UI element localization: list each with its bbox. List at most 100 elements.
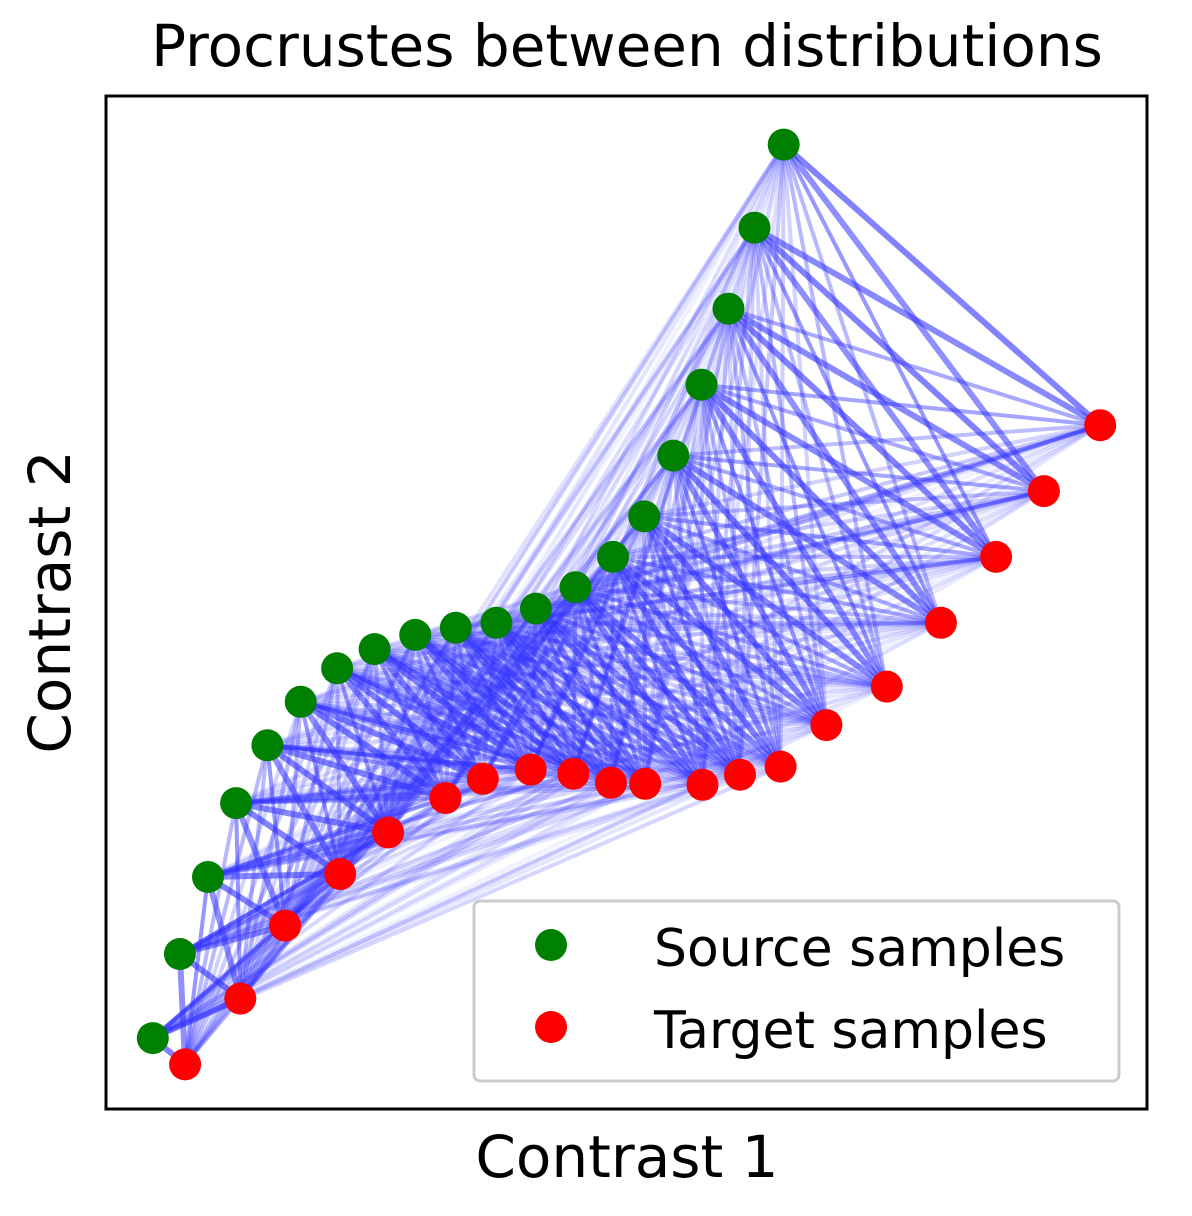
transport-line: [412, 632, 533, 772]
transport-line: [781, 144, 889, 687]
transport-line: [699, 384, 705, 785]
transport-lines: [150, 142, 1103, 1067]
transport-line: [238, 383, 704, 1000]
transport-line: [386, 627, 458, 834]
transport-line: [612, 423, 1101, 559]
transport-line: [151, 767, 532, 1040]
legend: Source samples Target samples: [472, 899, 1121, 1083]
transport-line: [752, 227, 889, 688]
data-points: [136, 128, 1117, 1081]
transport-line: [334, 666, 448, 800]
source-point: [284, 685, 317, 718]
transport-line: [698, 383, 890, 689]
transport-line: [753, 225, 1102, 428]
transport-line: [283, 383, 704, 927]
transport-line: [528, 556, 615, 771]
transport-line: [238, 701, 303, 999]
transport-line: [533, 608, 576, 775]
transport-line: [610, 555, 743, 777]
transport-line: [726, 307, 889, 688]
target-point: [629, 767, 662, 800]
transport-line: [534, 607, 613, 784]
transport-line: [373, 647, 704, 787]
transport-line: [179, 771, 575, 956]
transport-line: [671, 454, 783, 768]
transport-line: [283, 626, 458, 927]
transport-line: [443, 627, 458, 799]
transport-line: [238, 555, 615, 1000]
transport-line: [726, 308, 829, 726]
transport-line: [700, 227, 757, 785]
source-point: [712, 292, 745, 325]
transport-line: [335, 668, 343, 875]
transport-line: [238, 143, 786, 1000]
transport-line: [235, 800, 389, 836]
source-point: [597, 540, 629, 573]
source-point: [136, 1022, 169, 1055]
transport-line: [386, 307, 731, 834]
target-point: [980, 540, 1013, 573]
transport-line: [238, 648, 377, 1000]
transport-line: [183, 383, 704, 1066]
transport-line: [338, 226, 757, 876]
transport-line: [372, 648, 448, 799]
transport-line: [781, 142, 1047, 493]
transport-line: [386, 515, 646, 834]
transport-line: [283, 701, 303, 926]
transport-line: [573, 585, 783, 769]
target-point: [372, 816, 405, 849]
transport-line: [781, 143, 998, 558]
transport-line: [283, 621, 499, 927]
transport-line: [608, 144, 786, 784]
transport-line: [726, 306, 1046, 494]
target-point: [169, 1048, 202, 1081]
legend-marker-source: [535, 929, 567, 961]
transport-line: [574, 585, 828, 727]
legend-label-source: Source samples: [654, 919, 1065, 979]
source-point: [685, 368, 718, 401]
transport-line: [386, 226, 757, 834]
transport-line: [572, 585, 706, 787]
transport-line: [443, 607, 538, 799]
transport-line: [528, 143, 786, 771]
transport-line: [726, 308, 783, 767]
transport-line: [414, 633, 647, 786]
transport-line: [338, 648, 377, 875]
transport-line: [493, 621, 614, 785]
transport-line: [571, 587, 578, 774]
source-point: [358, 633, 391, 666]
source-point: [519, 592, 552, 625]
transport-line: [726, 307, 944, 625]
transport-line: [386, 454, 675, 834]
transport-line: [494, 622, 533, 771]
transport-line: [699, 384, 829, 726]
transport-line: [337, 666, 887, 689]
transport-line: [183, 515, 646, 1066]
chart-title: Procrustes between distributions: [151, 12, 1103, 80]
source-point: [559, 571, 592, 604]
transport-line: [611, 556, 648, 785]
source-point: [439, 611, 472, 644]
transport-line: [534, 606, 742, 778]
transport-line: [573, 586, 648, 785]
legend-label-target: Target samples: [653, 1001, 1048, 1061]
transport-line: [643, 423, 1101, 519]
transport-line: [535, 606, 828, 727]
target-point: [269, 909, 302, 942]
transport-line: [699, 384, 783, 768]
target-point: [224, 982, 257, 1015]
transport-line: [641, 514, 784, 769]
transport-line: [738, 144, 786, 775]
transport-line: [238, 667, 340, 1000]
transport-line: [338, 454, 675, 876]
transport-line: [611, 554, 829, 728]
source-point: [399, 618, 432, 651]
transport-line: [267, 743, 612, 785]
transport-line: [235, 554, 997, 806]
transport-line: [372, 648, 391, 833]
transport-line: [151, 995, 242, 1041]
transport-line: [265, 742, 390, 835]
transport-line: [700, 144, 786, 786]
transport-line: [528, 608, 538, 770]
transport-line: [752, 227, 783, 767]
